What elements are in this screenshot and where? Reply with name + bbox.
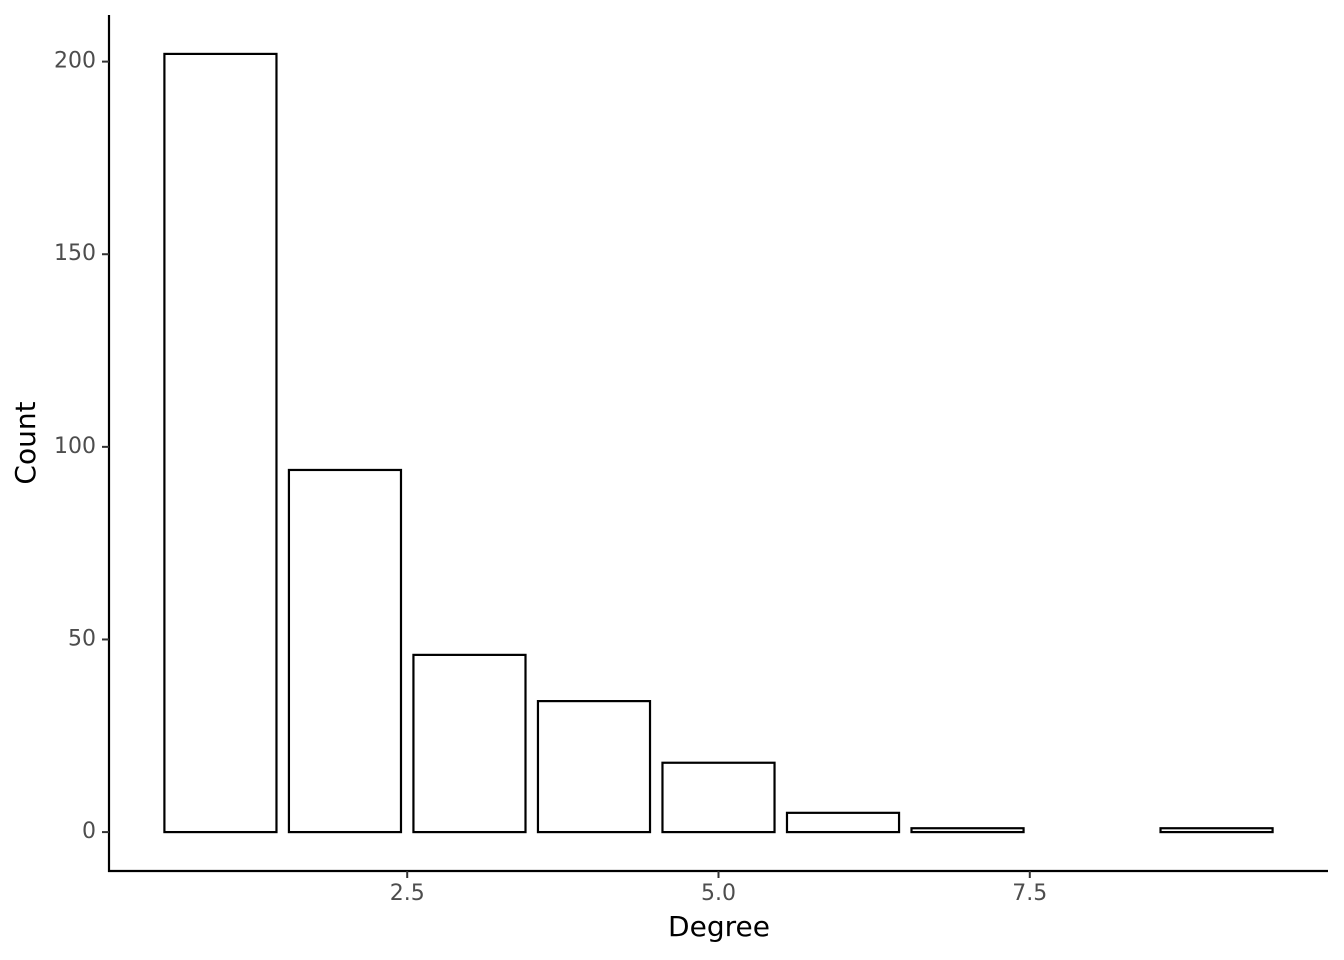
y-tick-label: 150: [54, 241, 96, 266]
y-tick-label: 0: [82, 819, 96, 844]
x-tick-label: 5.0: [701, 881, 736, 906]
x-axis-title: Degree: [668, 910, 770, 943]
y-tick-label: 100: [54, 434, 96, 459]
y-tick-label: 200: [54, 49, 96, 74]
bar: [163, 52, 278, 834]
bar: [910, 827, 1025, 834]
y-tick-label: 50: [68, 626, 96, 651]
bar: [785, 811, 901, 834]
bar: [412, 653, 527, 834]
bar: [1159, 827, 1274, 834]
bar: [287, 468, 403, 834]
x-tick-label: 7.5: [1012, 881, 1047, 906]
x-tick-label: 2.5: [390, 881, 425, 906]
y-axis-title: Count: [9, 401, 42, 484]
bar: [536, 700, 652, 834]
bar: [661, 761, 776, 834]
